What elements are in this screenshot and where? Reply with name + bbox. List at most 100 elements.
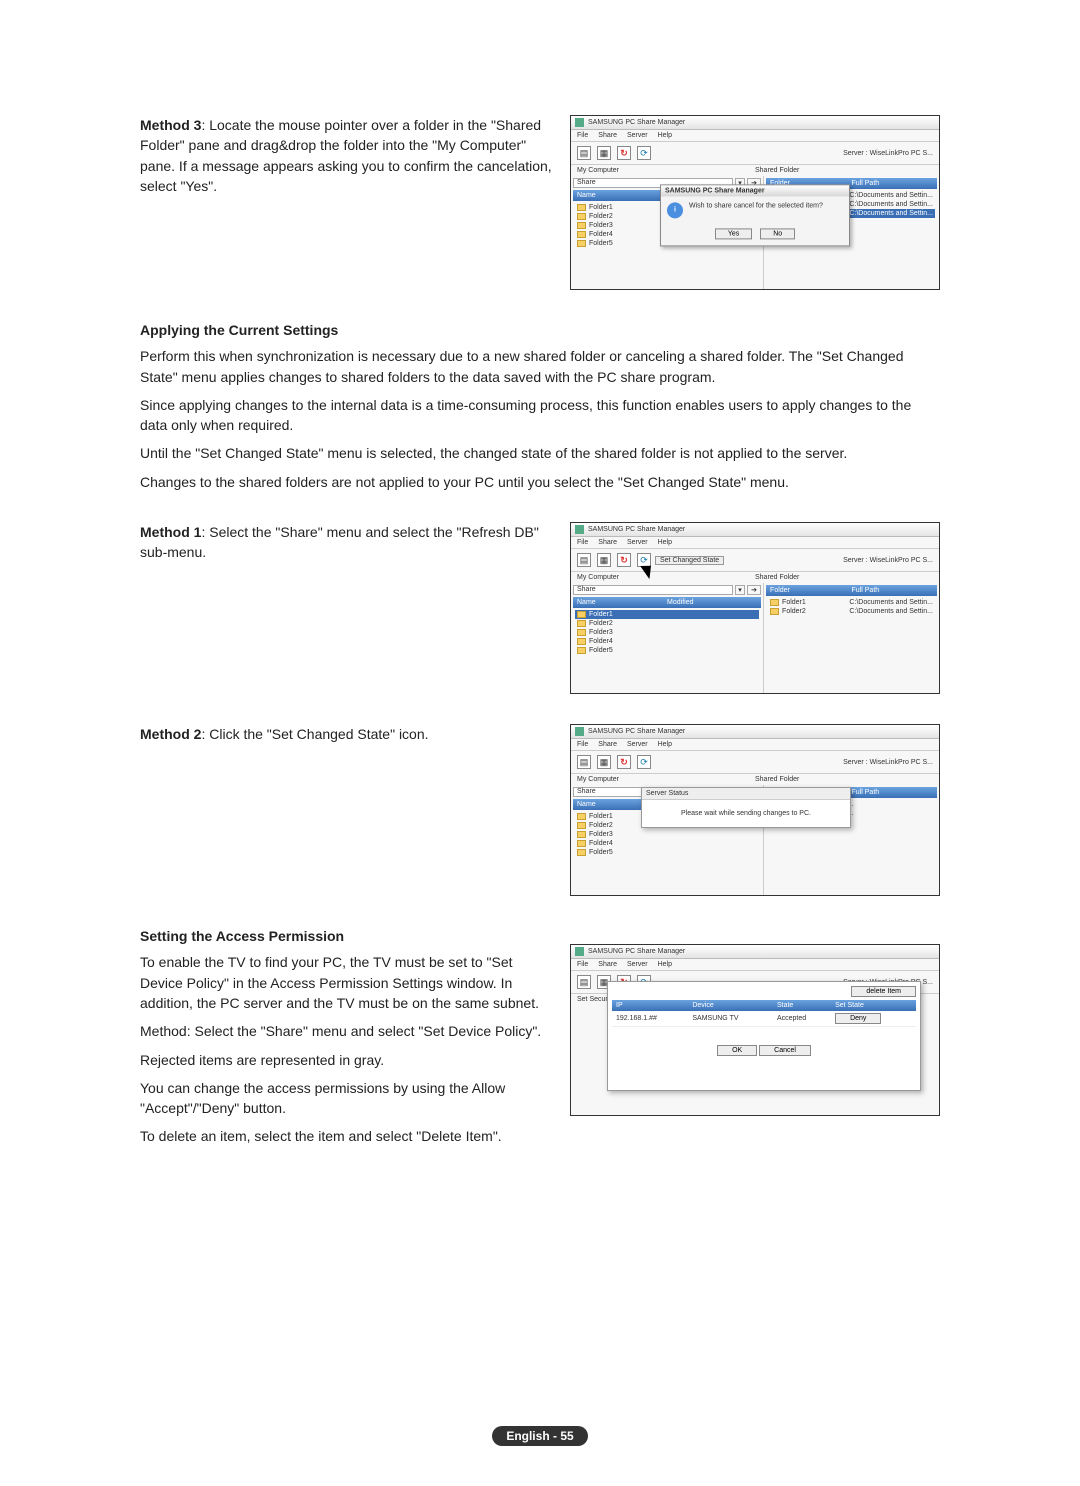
- shared-path: C:\Documents and Settin...: [849, 608, 933, 615]
- ss1-title: SAMSUNG PC Share Manager: [588, 119, 685, 126]
- menu-server[interactable]: Server: [627, 741, 648, 748]
- deny-button[interactable]: Deny: [835, 1013, 881, 1024]
- list-item[interactable]: Folder1C:\Documents and Settin...: [768, 598, 935, 607]
- menu-server[interactable]: Server: [627, 539, 648, 546]
- folder-name: Folder2: [589, 213, 613, 220]
- menu-file[interactable]: File: [577, 539, 588, 546]
- submenu-set-changed[interactable]: Set Changed State: [655, 556, 724, 565]
- menu-server[interactable]: Server: [627, 132, 648, 139]
- list-item[interactable]: Folder2: [575, 619, 759, 628]
- shared-path: C:\Documents and Settin...: [849, 210, 933, 217]
- list-item[interactable]: Folder3: [575, 628, 759, 637]
- dialog-buttons: Yes No: [661, 224, 849, 245]
- folder-icon: [577, 611, 586, 618]
- page-number-badge: English - 55: [492, 1426, 587, 1446]
- go-icon[interactable]: ➔: [747, 585, 761, 595]
- ss4-title: SAMSUNG PC Share Manager: [588, 948, 685, 955]
- tb-icon-1[interactable]: ▤: [577, 975, 591, 989]
- ss4-menubar: File Share Server Help: [571, 959, 939, 971]
- folder-icon: [577, 813, 586, 820]
- menu-server[interactable]: Server: [627, 961, 648, 968]
- list-item[interactable]: Folder5: [575, 848, 759, 857]
- menu-share[interactable]: Share: [598, 961, 617, 968]
- list-item[interactable]: Folder4: [575, 637, 759, 646]
- menu-file[interactable]: File: [577, 132, 588, 139]
- menu-share[interactable]: Share: [598, 741, 617, 748]
- tb-icon-1[interactable]: ▤: [577, 755, 591, 769]
- menu-help[interactable]: Help: [658, 741, 672, 748]
- method1-section: Method 1: Select the "Share" menu and se…: [140, 522, 940, 694]
- method3-paragraph: Method 3: Locate the mouse pointer over …: [140, 115, 552, 196]
- menu-share[interactable]: Share: [598, 132, 617, 139]
- th-ip: IP: [612, 1000, 688, 1011]
- applying-section: Applying the Current Settings Perform th…: [140, 320, 940, 492]
- col-folder: Folder: [770, 587, 851, 594]
- shared-path: C:\Documents and Settin...: [849, 201, 933, 208]
- ok-button[interactable]: OK: [717, 1045, 757, 1056]
- device-policy-dialog: delete Item IP Device State Set State 19…: [607, 981, 921, 1091]
- server-label-text: Server :: [843, 759, 868, 766]
- tb-icon-1[interactable]: ▤: [577, 146, 591, 160]
- col-name: Name: [577, 192, 667, 199]
- folder-icon: [577, 849, 586, 856]
- popup-body: Please wait while sending changes to PC.: [642, 800, 850, 827]
- folder-name: Folder3: [589, 831, 613, 838]
- col-path: Full Path: [852, 587, 933, 594]
- set-state-icon[interactable]: ⟳: [637, 553, 651, 567]
- refresh-icon[interactable]: ↻: [617, 755, 631, 769]
- method3-screenshot-col: SAMSUNG PC Share Manager File Share Serv…: [570, 115, 940, 290]
- menu-share[interactable]: Share: [598, 539, 617, 546]
- th-device: Device: [688, 1000, 773, 1011]
- list-item[interactable]: Folder3: [575, 830, 759, 839]
- access-p1: To enable the TV to find your PC, the TV…: [140, 952, 552, 1013]
- share-combo[interactable]: Share: [573, 585, 733, 595]
- set-state-icon[interactable]: ⟳: [637, 146, 651, 160]
- shared-name: Folder2: [782, 608, 846, 615]
- col-path: Full Path: [852, 180, 933, 187]
- refresh-icon[interactable]: ↻: [617, 553, 631, 567]
- menu-file[interactable]: File: [577, 961, 588, 968]
- menu-file[interactable]: File: [577, 741, 588, 748]
- access-p4: You can change the access permissions by…: [140, 1078, 552, 1119]
- shared-name: Folder1: [782, 599, 846, 606]
- yes-button[interactable]: Yes: [715, 228, 752, 239]
- set-state-icon[interactable]: ⟳: [637, 755, 651, 769]
- list-item[interactable]: Folder1: [575, 610, 759, 619]
- info-icon: i: [667, 202, 683, 218]
- folder-name: Folder3: [589, 629, 613, 636]
- server-value: WiseLinkPro PC S...: [870, 150, 933, 157]
- shared-path: C:\Documents and Settin...: [849, 599, 933, 606]
- menu-help[interactable]: Help: [658, 961, 672, 968]
- screenshot-4: SAMSUNG PC Share Manager File Share Serv…: [570, 944, 940, 1116]
- server-value: WiseLinkPro PC S...: [870, 557, 933, 564]
- menu-help[interactable]: Help: [658, 539, 672, 546]
- delete-item-button[interactable]: delete Item: [851, 986, 916, 997]
- method1-paragraph: Method 1: Select the "Share" menu and se…: [140, 522, 552, 563]
- menu-help[interactable]: Help: [658, 132, 672, 139]
- cancel-button[interactable]: Cancel: [759, 1045, 811, 1056]
- tb-icon-2[interactable]: ▦: [597, 146, 611, 160]
- refresh-icon[interactable]: ↻: [617, 146, 631, 160]
- server-label-text: Server :: [843, 150, 868, 157]
- th-state: State: [773, 1000, 831, 1011]
- list-item[interactable]: Folder2C:\Documents and Settin...: [768, 607, 935, 616]
- table-row[interactable]: 192.168.1.## SAMSUNG TV Accepted Deny: [612, 1011, 916, 1027]
- folder-name: Folder2: [589, 822, 613, 829]
- dialog-text: Wish to share cancel for the selected it…: [689, 202, 823, 209]
- ss3-titlebar: SAMSUNG PC Share Manager: [571, 725, 939, 739]
- right-list: Folder1C:\Documents and Settin... Folder…: [766, 596, 937, 618]
- method2-paragraph: Method 2: Click the "Set Changed State" …: [140, 724, 552, 744]
- list-item[interactable]: Folder5: [575, 646, 759, 655]
- confirm-dialog: SAMSUNG PC Share Manager i Wish to share…: [660, 184, 850, 246]
- no-button[interactable]: No: [760, 228, 795, 239]
- list-item[interactable]: Folder4: [575, 839, 759, 848]
- method2-label: Method 2: [140, 726, 201, 742]
- tb-icon-1[interactable]: ▤: [577, 553, 591, 567]
- folder-icon: [577, 840, 586, 847]
- method3-text-col: Method 3: Locate the mouse pointer over …: [140, 115, 552, 290]
- combo-arrow-icon[interactable]: ▾: [735, 585, 745, 595]
- method1-label: Method 1: [140, 524, 201, 540]
- method2-text: : Click the "Set Changed State" icon.: [201, 726, 428, 742]
- tb-icon-2[interactable]: ▦: [597, 553, 611, 567]
- tb-icon-2[interactable]: ▦: [597, 755, 611, 769]
